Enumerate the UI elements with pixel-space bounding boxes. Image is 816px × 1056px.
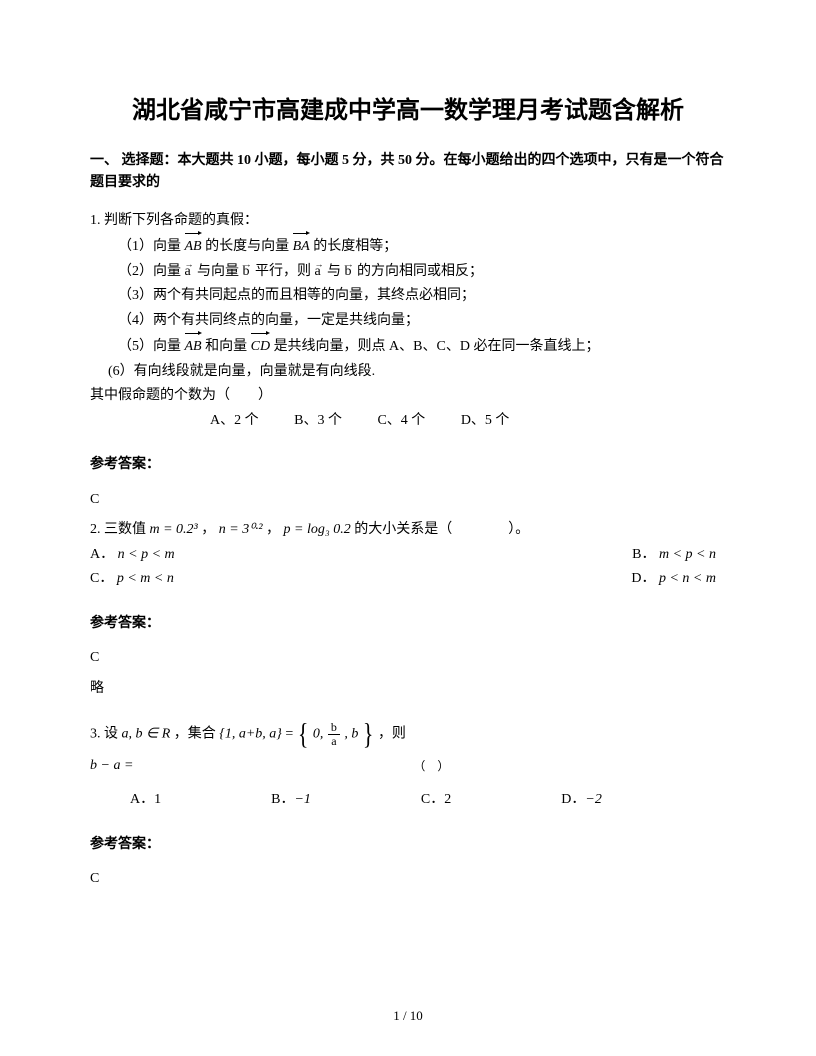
text: 与 bbox=[327, 264, 345, 279]
text: a bbox=[315, 264, 321, 279]
text: （2）向量 bbox=[118, 264, 185, 279]
math: p < n < m bbox=[659, 571, 716, 586]
text: 是共线向量，则点 A、B、C、D 必在同一条直线上； bbox=[274, 339, 600, 354]
math: p = log₃ 0.2 bbox=[284, 522, 351, 537]
text: （1）向量 bbox=[118, 239, 185, 254]
label: C． bbox=[90, 571, 113, 586]
q1-tail: 其中假命题的个数为（ ） bbox=[90, 384, 726, 409]
text: 的长度与向量 bbox=[205, 239, 293, 254]
option-a: A． n < p < m bbox=[90, 543, 175, 568]
text: 2. 三数值 bbox=[90, 522, 150, 537]
math: p < m < n bbox=[117, 571, 174, 586]
answer-heading: 参考答案： bbox=[90, 833, 726, 858]
vector-a-icon: →a bbox=[315, 262, 324, 279]
answer-heading: 参考答案： bbox=[90, 453, 726, 478]
label: B． bbox=[271, 792, 294, 807]
q1-prop-1: （1）向量 AB 的长度与向量 BA 的长度相等； bbox=[90, 233, 726, 260]
option-b: B． m < p < n bbox=[632, 543, 716, 568]
q1-stem: 1. 判断下列各命题的真假： bbox=[90, 209, 726, 234]
page-number: 1 / 10 bbox=[0, 1005, 816, 1028]
option-c: C． p < m < n bbox=[90, 567, 174, 592]
q3-line2: b − a = （ ） bbox=[90, 754, 726, 779]
text: a bbox=[185, 264, 191, 279]
text: b bbox=[243, 264, 250, 279]
q2-note: 略 bbox=[90, 677, 726, 702]
math: , b bbox=[344, 727, 358, 742]
q2-answer: C bbox=[90, 646, 726, 671]
q1-prop-6: (6）有向线段就是向量，向量就是有向线段. bbox=[90, 360, 726, 385]
brace-icon: { bbox=[298, 709, 309, 761]
q1-options: A、2 个 B、3 个 C、4 个 D、5 个 bbox=[90, 409, 726, 434]
q1-prop-2: （2）向量 →a 与向量 →b 平行，则 →a 与 →b 的方向相同或相反； bbox=[90, 260, 726, 285]
option-c: C、4 个 bbox=[377, 413, 425, 428]
option-b: B．−1 bbox=[271, 788, 311, 813]
option-d: D、5 个 bbox=[461, 413, 510, 428]
text: ， bbox=[201, 522, 215, 537]
q2-options-row-2: C． p < m < n D． p < n < m bbox=[90, 567, 726, 592]
page: 湖北省咸宁市高建成中学高一数学理月考试题含解析 一、 选择题：本大题共 10 小… bbox=[0, 0, 816, 1056]
math: −1 bbox=[294, 792, 310, 807]
question-3: 3. 设 a, b ∈ R ，集合 {1, a+b, a} = { 0, b a… bbox=[90, 715, 726, 813]
math: n < p < m bbox=[118, 547, 175, 562]
math: m = 0.2³ bbox=[150, 522, 198, 537]
q2-options-row-1: A． n < p < m B． m < p < n bbox=[90, 543, 726, 568]
numerator: b bbox=[328, 721, 340, 735]
q3-answer: C bbox=[90, 867, 726, 892]
math: 0, bbox=[313, 727, 324, 742]
option-b: B、3 个 bbox=[294, 413, 342, 428]
text: 的长度相等； bbox=[313, 239, 397, 254]
q1-prop-5: （5）向量 AB 和向量 CD 是共线向量，则点 A、B、C、D 必在同一条直线… bbox=[90, 333, 726, 360]
label: D． bbox=[631, 571, 655, 586]
option-a: A．1 bbox=[130, 788, 161, 813]
math: b − a = bbox=[90, 754, 133, 779]
section-heading: 一、 选择题：本大题共 10 小题，每小题 5 分，共 50 分。在每小题给出的… bbox=[90, 150, 726, 195]
vector-ab-icon: AB bbox=[185, 233, 202, 260]
denominator: a bbox=[328, 735, 340, 748]
option-d: D．−2 bbox=[561, 788, 602, 813]
vector-ba-icon: BA bbox=[293, 233, 310, 260]
answer-heading: 参考答案： bbox=[90, 612, 726, 637]
text: （5）向量 bbox=[118, 339, 185, 354]
label: B． bbox=[632, 547, 655, 562]
text: 与向量 bbox=[197, 264, 243, 279]
blank-paren: （ ） bbox=[413, 756, 449, 777]
option-c: C．2 bbox=[421, 788, 451, 813]
text: 和向量 bbox=[205, 339, 251, 354]
text: = bbox=[285, 727, 296, 742]
text: ， bbox=[266, 522, 280, 537]
text: 3. 设 bbox=[90, 727, 122, 742]
text: 的大小关系是（ ）。 bbox=[354, 522, 529, 537]
q3-options: A．1 B．−1 C．2 D．−2 bbox=[90, 788, 726, 813]
option-a: A、2 个 bbox=[210, 413, 259, 428]
math: −2 bbox=[585, 792, 601, 807]
q1-prop-3: （3）两个有共同起点的而且相等的向量，其终点必相同； bbox=[90, 284, 726, 309]
vector-b-icon: →b bbox=[345, 262, 354, 279]
fraction-icon: b a bbox=[328, 721, 340, 747]
q3-line1: 3. 设 a, b ∈ R ，集合 {1, a+b, a} = { 0, b a… bbox=[90, 715, 726, 754]
vector-a-icon: →a bbox=[185, 262, 194, 279]
label: A． bbox=[90, 547, 114, 562]
label: D． bbox=[561, 792, 585, 807]
math: a, b ∈ R bbox=[122, 727, 171, 742]
text: ，集合 bbox=[174, 727, 220, 742]
vector-ab-icon: AB bbox=[185, 333, 202, 360]
math: {1, a+b, a} bbox=[219, 727, 282, 742]
text: 平行，则 bbox=[255, 264, 315, 279]
text: b bbox=[345, 264, 352, 279]
math: m < p < n bbox=[659, 547, 716, 562]
vector-b-icon: →b bbox=[243, 262, 252, 279]
text: ，则 bbox=[378, 727, 406, 742]
option-d: D． p < n < m bbox=[631, 567, 716, 592]
q2-stem: 2. 三数值 m = 0.2³ ， n = 3⁰·² ， p = log₃ 0.… bbox=[90, 518, 726, 543]
q1-prop-4: （4）两个有共同终点的向量，一定是共线向量； bbox=[90, 309, 726, 334]
text: 的方向相同或相反； bbox=[357, 264, 483, 279]
brace-icon: } bbox=[363, 709, 374, 761]
question-1: 1. 判断下列各命题的真假： （1）向量 AB 的长度与向量 BA 的长度相等；… bbox=[90, 209, 726, 434]
doc-title: 湖北省咸宁市高建成中学高一数学理月考试题含解析 bbox=[90, 90, 726, 132]
vector-cd-icon: CD bbox=[251, 333, 270, 360]
q1-answer: C bbox=[90, 488, 726, 513]
question-2: 2. 三数值 m = 0.2³ ， n = 3⁰·² ， p = log₃ 0.… bbox=[90, 518, 726, 592]
math: n = 3⁰·² bbox=[219, 522, 263, 537]
